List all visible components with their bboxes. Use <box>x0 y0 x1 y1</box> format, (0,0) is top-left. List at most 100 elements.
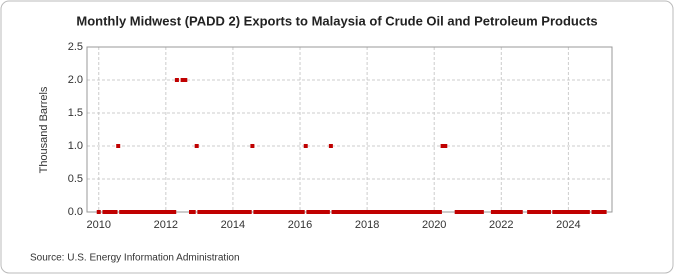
point <box>121 210 126 214</box>
point <box>278 210 283 214</box>
point <box>392 210 397 214</box>
point <box>105 210 110 214</box>
point <box>558 210 563 214</box>
point <box>407 210 412 214</box>
point <box>538 210 543 214</box>
point <box>532 210 537 214</box>
point <box>116 144 121 148</box>
point <box>527 210 532 214</box>
point <box>205 210 210 214</box>
point <box>216 210 221 214</box>
point <box>127 210 132 214</box>
point <box>379 210 384 214</box>
x-tick-label: 2022 <box>489 219 513 231</box>
point <box>147 210 152 214</box>
point <box>135 210 140 214</box>
point <box>560 210 565 214</box>
point <box>236 210 241 214</box>
point <box>476 210 481 214</box>
point <box>421 210 426 214</box>
point <box>253 210 258 214</box>
point <box>440 144 445 148</box>
point <box>370 210 375 214</box>
point <box>328 144 333 148</box>
point <box>507 210 512 214</box>
point <box>320 210 325 214</box>
point <box>415 210 420 214</box>
point <box>597 210 602 214</box>
point <box>275 210 280 214</box>
x-tick-label: 2020 <box>422 219 446 231</box>
point <box>479 210 484 214</box>
source-note: Source: U.S. Energy Information Administ… <box>30 253 240 264</box>
point <box>256 210 261 214</box>
point <box>144 210 149 214</box>
point <box>314 210 319 214</box>
point <box>474 210 479 214</box>
x-tick-label: 2024 <box>556 219 580 231</box>
y-tick-label: 1.5 <box>68 107 83 119</box>
point <box>194 144 199 148</box>
point <box>306 210 311 214</box>
point <box>373 210 378 214</box>
point <box>233 210 238 214</box>
point <box>395 210 400 214</box>
point <box>530 210 535 214</box>
point <box>325 210 330 214</box>
point <box>169 210 174 214</box>
point <box>342 210 347 214</box>
x-tick-label: 2016 <box>288 219 312 231</box>
point <box>174 78 179 82</box>
point <box>267 210 272 214</box>
point <box>303 144 308 148</box>
point <box>323 210 328 214</box>
point <box>365 210 370 214</box>
point <box>348 210 353 214</box>
point <box>496 210 501 214</box>
x-tick-label: 2014 <box>221 219 245 231</box>
chart-title: Monthly Midwest (PADD 2) Exports to Mala… <box>76 13 597 28</box>
point <box>387 210 392 214</box>
point <box>258 210 263 214</box>
point <box>583 210 588 214</box>
point <box>412 210 417 214</box>
point <box>381 210 386 214</box>
point <box>398 210 403 214</box>
point <box>219 210 224 214</box>
point <box>225 210 230 214</box>
point <box>250 144 255 148</box>
point <box>312 210 317 214</box>
point <box>376 210 381 214</box>
point <box>110 210 115 214</box>
point <box>239 210 244 214</box>
point <box>334 210 339 214</box>
point <box>468 210 473 214</box>
point <box>124 210 129 214</box>
point <box>359 210 364 214</box>
point <box>535 210 540 214</box>
point <box>463 210 468 214</box>
point <box>183 78 188 82</box>
y-axis-title: Thousand Barrels <box>38 86 50 173</box>
y-tick-label: 0.5 <box>68 173 83 185</box>
point <box>203 210 208 214</box>
point <box>191 210 196 214</box>
point <box>295 210 300 214</box>
point <box>96 210 101 214</box>
point <box>222 210 227 214</box>
point <box>585 210 590 214</box>
point <box>432 210 437 214</box>
point <box>493 210 498 214</box>
point <box>426 210 431 214</box>
point <box>107 210 112 214</box>
point <box>454 210 459 214</box>
point <box>197 210 202 214</box>
point <box>356 210 361 214</box>
point <box>155 210 160 214</box>
point <box>555 210 560 214</box>
point <box>577 210 582 214</box>
point <box>367 210 372 214</box>
point <box>546 210 551 214</box>
x-tick-label: 2018 <box>355 219 379 231</box>
